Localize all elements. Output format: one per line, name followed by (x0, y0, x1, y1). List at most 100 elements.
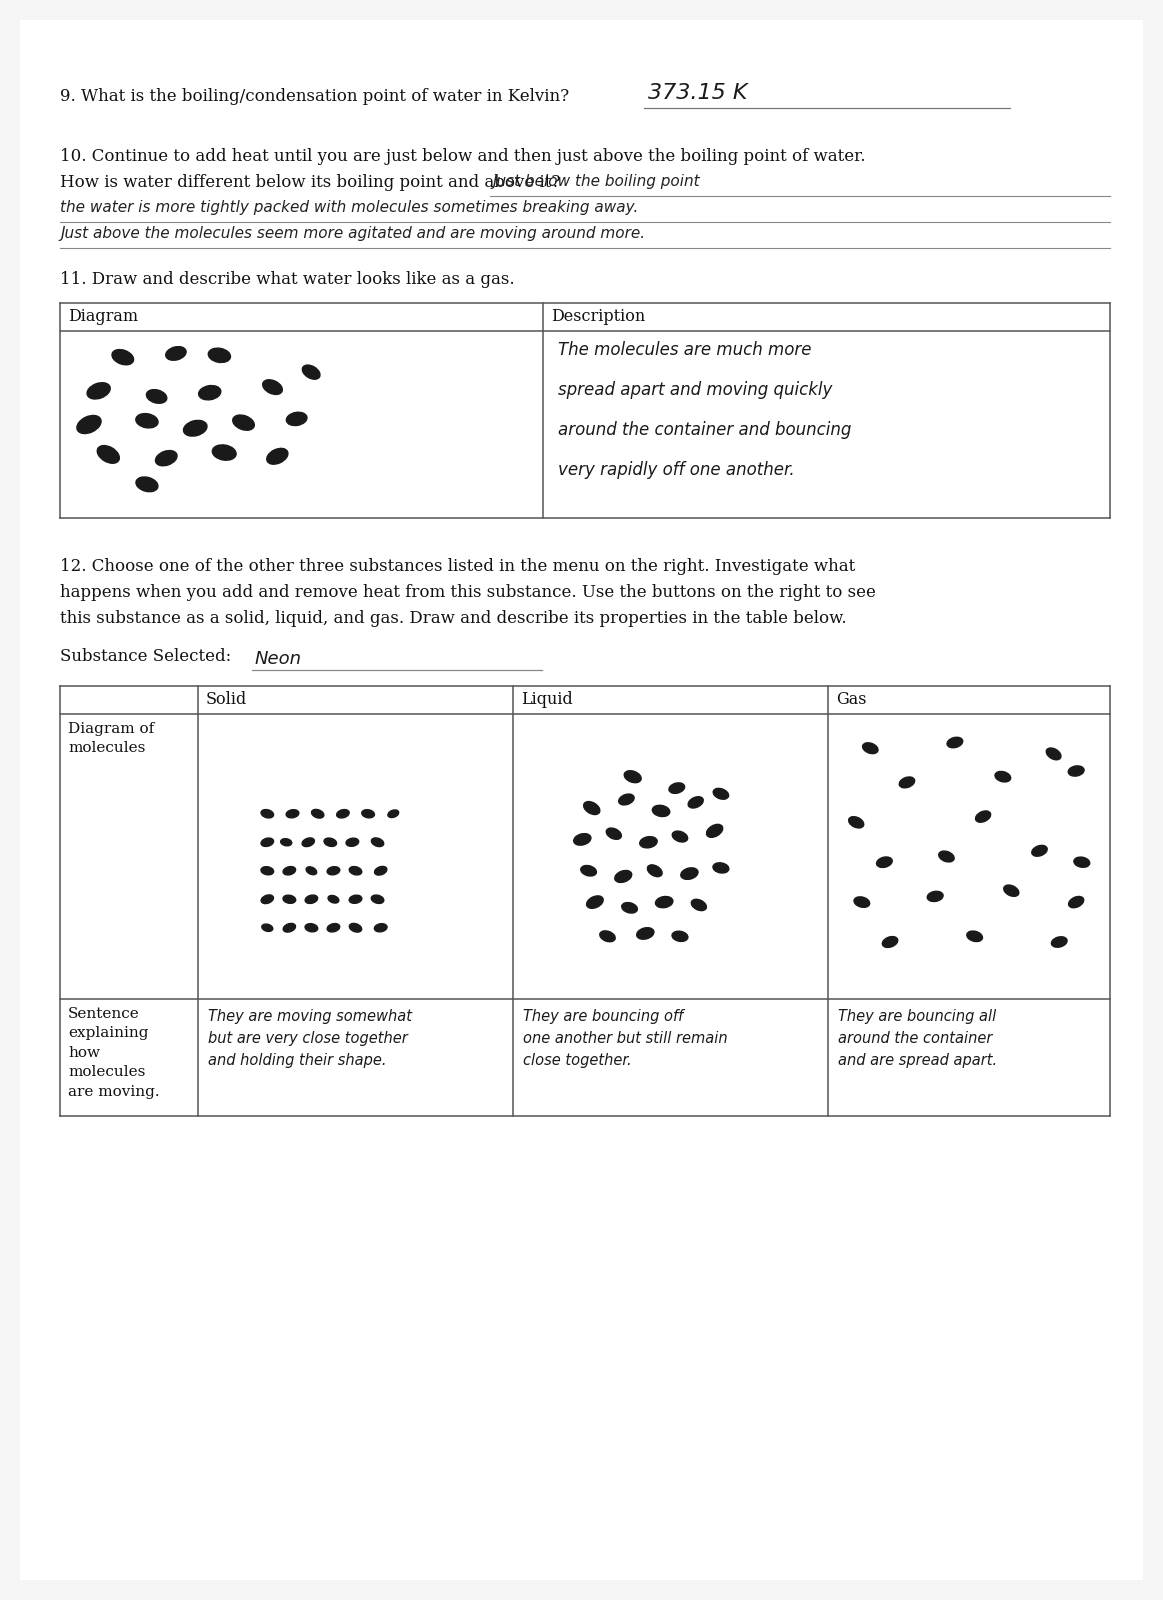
Text: 373.15 K: 373.15 K (648, 83, 748, 102)
Ellipse shape (286, 810, 299, 818)
Ellipse shape (586, 896, 604, 909)
Ellipse shape (349, 923, 362, 933)
Ellipse shape (266, 448, 288, 464)
Text: They are moving somewhat
but are very close together
and holding their shape.: They are moving somewhat but are very cl… (208, 1010, 412, 1069)
Ellipse shape (312, 810, 323, 818)
Text: They are bouncing off
one another but still remain
close together.: They are bouncing off one another but st… (523, 1010, 728, 1069)
Ellipse shape (213, 445, 236, 461)
Text: the water is more tightly packed with molecules sometimes breaking away.: the water is more tightly packed with mo… (60, 200, 638, 214)
Ellipse shape (349, 867, 362, 875)
Ellipse shape (713, 862, 729, 874)
Ellipse shape (854, 898, 870, 907)
Ellipse shape (283, 894, 295, 904)
Ellipse shape (672, 830, 687, 842)
Ellipse shape (261, 867, 273, 875)
Ellipse shape (1069, 896, 1084, 907)
Ellipse shape (302, 838, 314, 846)
Text: Solid: Solid (206, 691, 248, 707)
Text: very rapidly off one another.: very rapidly off one another. (558, 461, 794, 478)
Ellipse shape (849, 816, 864, 827)
Ellipse shape (640, 837, 657, 848)
Ellipse shape (625, 771, 641, 782)
Ellipse shape (688, 797, 704, 808)
Text: They are bouncing all
around the container
and are spread apart.: They are bouncing all around the contain… (839, 1010, 997, 1069)
Ellipse shape (302, 365, 320, 379)
Ellipse shape (996, 771, 1011, 782)
Text: around the container and bouncing: around the container and bouncing (558, 421, 851, 438)
Ellipse shape (112, 349, 134, 365)
Ellipse shape (305, 923, 317, 931)
Ellipse shape (615, 870, 632, 883)
Ellipse shape (648, 866, 662, 877)
Ellipse shape (280, 838, 292, 846)
Text: 10. Continue to add heat until you are just below and then just above the boilin: 10. Continue to add heat until you are j… (60, 149, 865, 165)
Ellipse shape (306, 867, 316, 875)
Ellipse shape (199, 386, 221, 400)
Text: 12. Choose one of the other three substances listed in the menu on the right. In: 12. Choose one of the other three substa… (60, 558, 855, 574)
Ellipse shape (374, 923, 387, 931)
Ellipse shape (362, 810, 374, 818)
Text: Diagram: Diagram (67, 307, 138, 325)
Ellipse shape (98, 445, 120, 464)
Ellipse shape (261, 838, 273, 846)
Ellipse shape (1051, 936, 1068, 947)
Text: How is water different below its boiling point and above it?: How is water different below its boiling… (60, 174, 561, 190)
Text: The molecules are much more: The molecules are much more (558, 341, 812, 358)
Ellipse shape (656, 896, 673, 907)
Text: Sentence
explaining
how
molecules
are moving.: Sentence explaining how molecules are mo… (67, 1006, 159, 1099)
Ellipse shape (328, 896, 338, 902)
Ellipse shape (136, 413, 158, 427)
Ellipse shape (927, 891, 943, 901)
Text: Just above the molecules seem more agitated and are moving around more.: Just above the molecules seem more agita… (60, 226, 645, 242)
Text: 11. Draw and describe what water looks like as a gas.: 11. Draw and describe what water looks l… (60, 270, 514, 288)
Ellipse shape (371, 838, 384, 846)
Ellipse shape (1069, 766, 1084, 776)
Ellipse shape (706, 824, 722, 837)
Ellipse shape (261, 810, 273, 818)
Ellipse shape (327, 867, 340, 875)
Ellipse shape (374, 867, 387, 875)
Ellipse shape (286, 413, 307, 426)
Text: Liquid: Liquid (521, 691, 572, 707)
Text: Gas: Gas (836, 691, 866, 707)
Ellipse shape (336, 810, 349, 818)
Ellipse shape (87, 382, 110, 398)
Ellipse shape (388, 810, 399, 818)
Ellipse shape (622, 902, 637, 914)
Ellipse shape (606, 829, 621, 840)
Text: Diagram of
molecules: Diagram of molecules (67, 722, 155, 755)
Ellipse shape (262, 925, 273, 931)
Ellipse shape (619, 794, 634, 805)
Ellipse shape (939, 851, 954, 862)
Ellipse shape (371, 894, 384, 904)
Ellipse shape (669, 782, 685, 794)
Ellipse shape (208, 349, 230, 363)
Ellipse shape (863, 742, 878, 754)
Text: happens when you add and remove heat from this substance. Use the buttons on the: happens when you add and remove heat fro… (60, 584, 876, 602)
Ellipse shape (672, 931, 687, 941)
Ellipse shape (713, 789, 728, 800)
Ellipse shape (691, 899, 706, 910)
Ellipse shape (883, 936, 898, 947)
Text: Neon: Neon (255, 650, 302, 669)
Ellipse shape (584, 802, 600, 814)
Text: this substance as a solid, liquid, and gas. Draw and describe its properties in : this substance as a solid, liquid, and g… (60, 610, 847, 627)
Ellipse shape (1047, 749, 1061, 760)
Ellipse shape (324, 838, 336, 846)
Ellipse shape (262, 894, 273, 904)
Ellipse shape (166, 347, 186, 360)
Ellipse shape (573, 834, 591, 845)
Ellipse shape (947, 738, 963, 747)
Ellipse shape (899, 778, 914, 787)
Ellipse shape (976, 811, 991, 822)
Ellipse shape (580, 866, 597, 877)
Ellipse shape (600, 931, 615, 942)
Ellipse shape (347, 838, 358, 846)
Text: spread apart and moving quickly: spread apart and moving quickly (558, 381, 833, 398)
Ellipse shape (349, 894, 362, 904)
Ellipse shape (327, 923, 340, 931)
Text: 9. What is the boiling/condensation point of water in Kelvin?: 9. What is the boiling/condensation poin… (60, 88, 569, 106)
Ellipse shape (184, 421, 207, 437)
Text: Substance Selected:: Substance Selected: (60, 648, 231, 666)
Ellipse shape (263, 379, 283, 395)
